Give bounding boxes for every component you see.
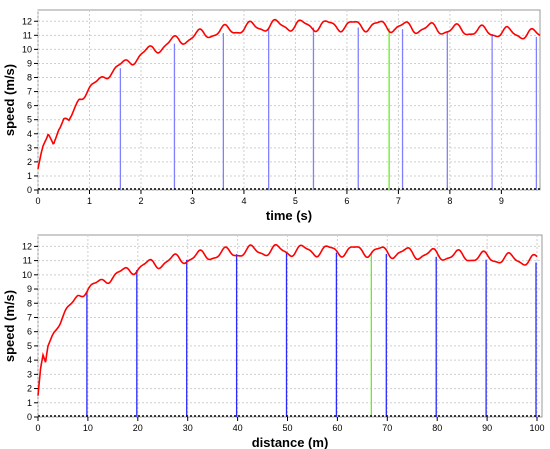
time-chart-y-tick-label: 8 bbox=[27, 73, 32, 83]
distance-chart-y-tick-label: 1 bbox=[27, 398, 32, 408]
distance-chart-x-tick-label: 80 bbox=[432, 423, 442, 433]
time-chart-y-tick-label: 4 bbox=[27, 129, 32, 139]
distance-chart-plot-frame bbox=[37, 234, 543, 418]
distance-chart-x-tick-label: 100 bbox=[529, 423, 544, 433]
time-chart-plot-frame bbox=[37, 9, 541, 191]
time-chart-x-tick-label: 3 bbox=[190, 196, 195, 206]
distance-chart-y-tick-label: 7 bbox=[27, 312, 32, 322]
time-chart-y-tick-label: 12 bbox=[22, 16, 32, 26]
time-chart-x-tick-label: 0 bbox=[35, 196, 40, 206]
time-chart-y-tick-label: 0 bbox=[27, 185, 32, 195]
distance-chart-y-tick-label: 0 bbox=[27, 412, 32, 422]
distance-chart-speed-series-line bbox=[37, 243, 538, 396]
distance-chart-y-tick-label: 2 bbox=[27, 384, 32, 394]
distance-chart-x-tick-label: 10 bbox=[83, 423, 93, 433]
time-chart-y-tick-label: 1 bbox=[27, 171, 32, 181]
distance-chart-y-tick-label: 11 bbox=[23, 256, 32, 266]
distance-chart-x-tick-label: 40 bbox=[233, 423, 243, 433]
distance-chart-x-tick-label: 50 bbox=[282, 423, 292, 433]
distance-chart-x-tick-label: 20 bbox=[133, 423, 143, 433]
distance-chart-y-tick-label: 3 bbox=[27, 369, 32, 379]
time-chart-y-tick-label: 5 bbox=[27, 115, 32, 125]
time-chart-x-tick-label: 1 bbox=[87, 196, 92, 206]
distance-chart-x-tick-label: 0 bbox=[35, 423, 40, 433]
time-chart-y-tick-label: 10 bbox=[22, 44, 32, 54]
time-chart-y-tick-label: 2 bbox=[27, 157, 32, 167]
distance-chart-y-tick-label: 12 bbox=[22, 241, 32, 251]
time-chart-x-tick-label: 2 bbox=[138, 196, 143, 206]
time-chart-speed-series-line bbox=[37, 18, 541, 170]
distance-chart-y-tick-label: 8 bbox=[27, 298, 32, 308]
time-chart-x-tick-label: 4 bbox=[241, 196, 246, 206]
distance-chart-y-tick-label: 6 bbox=[27, 327, 32, 337]
time-chart-y-axis-label: speed (m/s) bbox=[2, 64, 17, 136]
distance-chart-x-axis-label: distance (m) bbox=[252, 435, 329, 449]
distance-chart-x-tick-label: 90 bbox=[482, 423, 492, 433]
distance-chart-x-tick-label: 70 bbox=[382, 423, 392, 433]
distance-chart-x-tick-label: 60 bbox=[332, 423, 342, 433]
time-chart-x-tick-label: 7 bbox=[396, 196, 401, 206]
time-chart-x-tick-label: 9 bbox=[499, 196, 504, 206]
distance-chart-y-axis-label: speed (m/s) bbox=[2, 290, 17, 362]
distance-chart-y-tick-label: 9 bbox=[27, 284, 32, 294]
time-chart-y-tick-label: 7 bbox=[27, 87, 32, 97]
distance-chart-x-tick-label: 30 bbox=[183, 423, 193, 433]
time-chart-y-tick-label: 6 bbox=[27, 101, 32, 111]
time-chart-x-tick-label: 8 bbox=[447, 196, 452, 206]
time-chart-x-tick-label: 6 bbox=[344, 196, 349, 206]
time-chart-x-axis-label: time (s) bbox=[266, 208, 312, 223]
distance-chart-y-tick-label: 10 bbox=[22, 270, 32, 280]
distance-chart-y-tick-label: 4 bbox=[27, 355, 32, 365]
time-chart-y-tick-label: 11 bbox=[23, 30, 32, 40]
distance-chart-y-tick-label: 5 bbox=[27, 341, 32, 351]
time-chart-y-tick-label: 9 bbox=[27, 58, 32, 68]
time-chart-x-tick-label: 5 bbox=[293, 196, 298, 206]
time-chart-y-tick-label: 3 bbox=[27, 143, 32, 153]
